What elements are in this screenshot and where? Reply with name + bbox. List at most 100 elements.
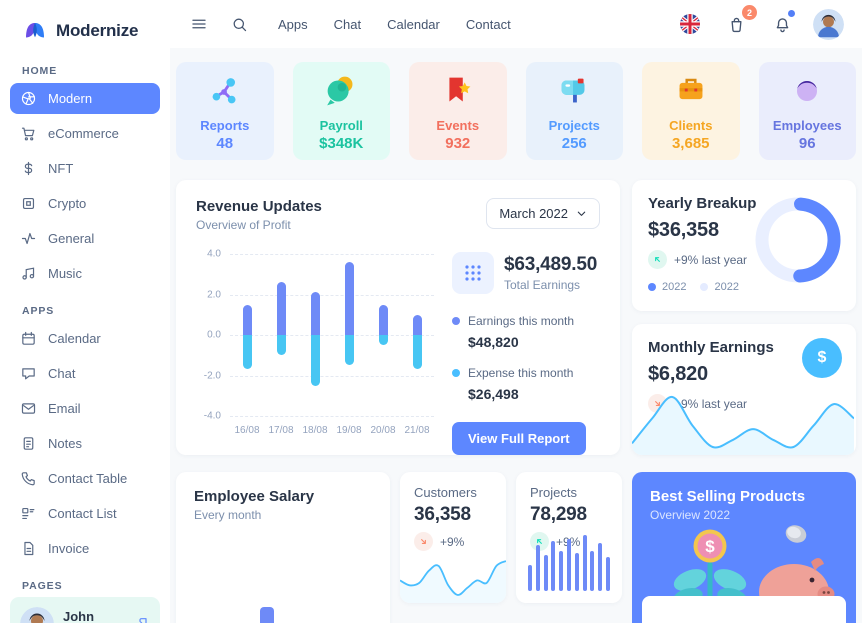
sidebar-item-label: Music <box>48 266 82 281</box>
section-title-home: HOME <box>22 65 58 77</box>
note-icon <box>23 437 34 450</box>
employee-salary-card: Employee Salary Every month <box>176 472 390 623</box>
stat-label: Clients <box>669 118 713 133</box>
trend-up-badge <box>648 250 667 269</box>
section-title-apps: APPS <box>22 305 55 317</box>
cart-icon <box>21 127 35 141</box>
dollar-icon <box>24 161 33 176</box>
payroll-icon <box>327 76 353 106</box>
profile-avatar-button[interactable] <box>813 8 844 40</box>
stat-card-events[interactable]: Events 932 <box>409 62 507 160</box>
stat-card-employees[interactable]: Employees 96 <box>758 62 856 160</box>
customers-card: Customers 36,358 +9% <box>400 472 506 603</box>
stat-cards-row: Reports 48 Payroll $348K Events 932 Proj… <box>176 62 856 160</box>
sidebar-item-nft[interactable]: NFT <box>10 153 160 184</box>
yearly-legend: 2022 2022 <box>648 281 840 293</box>
stat-label: Projects <box>548 118 600 133</box>
sidebar-item-label: Contact List <box>48 506 117 521</box>
stat-card-payroll[interactable]: Payroll $348K <box>292 62 390 160</box>
nav-link-chat[interactable]: Chat <box>333 16 362 32</box>
notification-dot <box>788 10 795 17</box>
search-button[interactable] <box>224 9 254 39</box>
list-icon <box>22 507 35 520</box>
stat-label: Reports <box>200 118 250 133</box>
coin-dollar-symbol: $ <box>705 537 715 556</box>
sidebar-item-general[interactable]: General <box>10 223 160 254</box>
topbar-actions: 2 <box>675 5 844 40</box>
stat-card-reports[interactable]: Reports 48 <box>176 62 274 160</box>
shopping-bag-icon <box>730 17 742 32</box>
sidebar-item-invoice[interactable]: Invoice <box>10 533 160 564</box>
salary-title: Employee Salary <box>194 488 315 505</box>
sidebar-item-chat[interactable]: Chat <box>10 358 160 389</box>
invoice-icon <box>24 541 34 556</box>
best-selling-card[interactable]: Best Selling Products Overview 2022 $ <box>632 472 856 623</box>
expense-label: Expense this month <box>468 366 574 380</box>
sidebar-item-label: Notes <box>48 436 82 451</box>
sidebar-item-label: General <box>48 231 95 246</box>
cart-button[interactable]: 2 <box>721 5 757 39</box>
stat-card-clients[interactable]: Clients 3,685 <box>642 62 740 160</box>
sidebar-item-contact-list[interactable]: Contact List <box>10 498 160 529</box>
earnings-value: $48,820 <box>468 334 519 350</box>
arrow-up-left-icon <box>655 257 660 262</box>
total-earnings-label: Total Earnings <box>504 278 581 292</box>
nav-link-apps[interactable]: Apps <box>278 16 308 32</box>
legend-label: 2022 <box>714 281 739 293</box>
brand-logo-icon <box>26 23 44 38</box>
row-revenue-right: Yearly Breakup $36,358 +9% last year 202… <box>632 180 856 455</box>
user-avatar <box>20 607 54 623</box>
earnings-dot <box>452 317 460 325</box>
profile-avatar <box>813 8 844 40</box>
sidebar-item-calendar[interactable]: Calendar <box>10 323 160 354</box>
revenue-subtitle: Overview of Profit <box>196 218 291 232</box>
sidebar-item-contact-table[interactable]: Contact Table <box>10 463 160 494</box>
customers-spark-chart <box>400 560 506 603</box>
sidebar-item-ecommerce[interactable]: eCommerce <box>10 118 160 149</box>
row-revenue: Revenue Updates Overview of Profit March… <box>176 180 856 455</box>
sidebar-nav: HOME Modern eCommerce NFT Crypto General <box>10 65 160 623</box>
sidebar-item-notes[interactable]: Notes <box>10 428 160 459</box>
earnings-label: Earnings this month <box>468 314 575 328</box>
cart-badge: 2 <box>742 5 757 20</box>
employee-salary-chart <box>198 602 368 623</box>
chat-icon <box>22 368 35 380</box>
sidebar-user-card[interactable]: John Designer <box>10 597 160 623</box>
calendar-icon <box>22 331 35 345</box>
sidebar-item-modern[interactable]: Modern <box>10 83 160 114</box>
period-select[interactable]: March 2022 <box>486 198 600 229</box>
person-icon <box>797 80 818 102</box>
stat-card-projects[interactable]: Projects 256 <box>525 62 623 160</box>
logout-icon[interactable] <box>134 616 150 623</box>
projects-value: 78,298 <box>530 504 587 525</box>
language-button[interactable] <box>675 9 705 39</box>
notifications-button[interactable] <box>767 9 797 39</box>
expense-value: $26,498 <box>468 386 519 402</box>
row-bottom: Employee Salary Every month Customers 36… <box>176 472 856 623</box>
yearly-delta-suffix: last year <box>701 252 748 267</box>
monthly-earnings-wave-chart <box>632 396 854 455</box>
hamburger-icon <box>192 19 206 29</box>
stat-value: 3,685 <box>671 135 710 152</box>
brand-logo[interactable]: Modernize <box>10 14 160 49</box>
nav-link-contact[interactable]: Contact <box>465 16 511 32</box>
stat-value: 48 <box>216 135 234 152</box>
currency-circle-button[interactable]: $ <box>802 338 842 378</box>
sidebar-item-label: Crypto <box>48 196 87 211</box>
nav-link-calendar[interactable]: Calendar <box>387 16 440 32</box>
revenue-plot-area: 4.0 2.0 0.0 -2.0 -4.0 16/08 17/08 18/08 19/08 20/… <box>204 249 434 436</box>
customers-label: Customers <box>414 485 477 500</box>
sidebar-item-label: Email <box>48 401 81 416</box>
yearly-breakup-card: Yearly Breakup $36,358 +9% last year 202… <box>632 180 856 311</box>
sidebar-item-email[interactable]: Email <box>10 393 160 424</box>
monthly-value: $6,820 <box>648 363 708 385</box>
sidebar-item-crypto[interactable]: Crypto <box>10 188 160 219</box>
sidebar-item-music[interactable]: Music <box>10 258 160 289</box>
view-full-report-button[interactable]: View Full Report <box>452 422 586 455</box>
total-earnings-value: $63,489.50 <box>504 254 598 275</box>
sidebar-item-label: Chat <box>48 366 76 381</box>
cpu-icon <box>22 197 35 210</box>
menu-toggle-button[interactable] <box>184 9 214 39</box>
stat-value: 932 <box>445 135 471 152</box>
